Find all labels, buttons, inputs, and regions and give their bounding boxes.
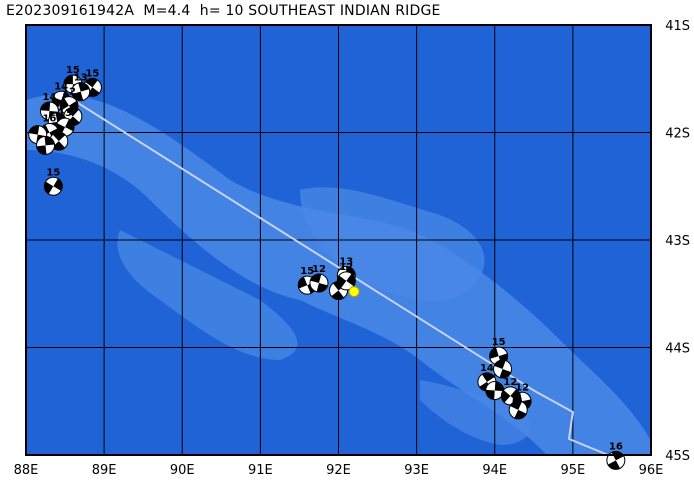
focal-mechanism-icon: [508, 400, 528, 420]
lon-tick-label: 95E: [560, 463, 585, 478]
focal-mechanism-icon: [336, 271, 356, 291]
lon-tick-label: 96E: [639, 463, 664, 478]
lon-tick-label: 89E: [92, 463, 117, 478]
event-year-label: 12: [503, 377, 517, 388]
lat-tick-label: 43S: [665, 234, 690, 249]
ridge-shallow-band-4: [420, 380, 531, 445]
event-year-label: 16: [609, 441, 623, 452]
event-year-label: 13: [58, 108, 72, 119]
event-year-label: 15: [66, 65, 80, 76]
lat-tick-label: 42S: [665, 127, 690, 142]
event-year-label: 13: [339, 256, 353, 267]
lon-tick-label: 90E: [170, 463, 195, 478]
focal-mechanism-icon: [489, 346, 509, 366]
focal-mechanism-icon: [36, 135, 56, 155]
event-year-label: 13: [74, 73, 88, 84]
longitude-labels: 88E 89E 90E 91E 92E 93E 94E 95E 96E: [14, 463, 664, 478]
lat-tick-label: 45S: [665, 449, 690, 464]
lat-tick-label: 41S: [665, 19, 690, 34]
lon-tick-label: 94E: [482, 463, 507, 478]
event-year-label: 15: [300, 266, 314, 277]
latitude-labels: 41S 42S 43S 44S 45S: [665, 19, 690, 464]
ridge-shallow-band-3: [117, 230, 298, 360]
event-year-label: 12: [339, 262, 353, 273]
lon-tick-label: 93E: [404, 463, 429, 478]
event-year-label: 12: [515, 382, 529, 393]
ridge-shallow-band-2: [300, 187, 485, 301]
focal-mechanism-icon: [309, 273, 329, 293]
event-year-label: 12: [312, 264, 326, 275]
event-year-label: 15: [46, 167, 60, 178]
focal-mechanism-icon: [43, 176, 63, 196]
event-year-label: 16: [42, 114, 56, 125]
map-title: E202309161942A M=4.4 h= 10 SOUTHEAST IND…: [6, 3, 441, 19]
map-frame: [25, 24, 652, 456]
lat-tick-label: 44S: [665, 342, 690, 357]
event-year-label: 12: [62, 87, 76, 98]
lon-tick-label: 91E: [248, 463, 273, 478]
main-event-marker: [348, 286, 360, 298]
plate-boundary-line: [64, 94, 609, 456]
focal-mechanism-icon: [493, 359, 513, 379]
event-year-label: 15: [492, 337, 506, 348]
event-year-label: 15: [85, 68, 99, 79]
event-year-label: 14: [42, 92, 56, 103]
event-year-label: 14: [480, 363, 494, 374]
lon-tick-label: 88E: [14, 463, 39, 478]
event-year-label: 14: [54, 81, 68, 92]
lon-tick-label: 92E: [326, 463, 351, 478]
